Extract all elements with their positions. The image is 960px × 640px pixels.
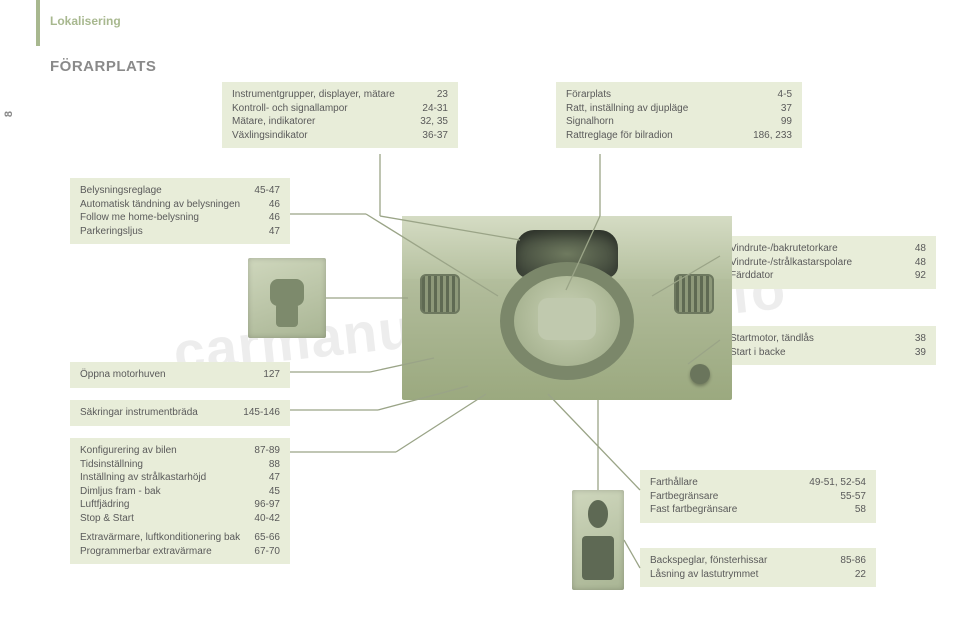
inset-door-handle [248, 258, 326, 338]
box-instrument: Instrumentgrupper, displayer, mätare23 K… [222, 82, 458, 148]
key-fob-icon [276, 303, 298, 327]
mirror-dial-icon [588, 500, 609, 528]
box-sakringar: Säkringar instrumentbräda145-146 [70, 400, 290, 426]
wheel-hub-icon [538, 298, 596, 340]
inset-window-switch [572, 490, 624, 590]
box-backspeglar: Backspeglar, fönsterhissar85-86 Låsning … [640, 548, 876, 587]
box-start: Startmotor, tändlås38 Start i backe39 [720, 326, 936, 365]
page-title: FÖRARPLATS [50, 58, 156, 75]
box-vindrute: Vindrute-/bakrutetorkare48 Vindrute-/str… [720, 236, 936, 289]
air-vent-right-icon [674, 274, 714, 314]
steering-wheel-icon [500, 262, 634, 380]
section-accent-bar [36, 0, 40, 46]
box-konfig: Konfigurering av bilen87-89 Tidsinställn… [70, 438, 290, 564]
door-handle-icon [270, 279, 304, 306]
box-farthallare: Farthållare49-51, 52-54 Fartbegränsare55… [640, 470, 876, 523]
box-forarplats: Förarplats4-5 Ratt, inställning av djupl… [556, 82, 802, 148]
gear-knob-icon [690, 364, 710, 384]
section-label: Lokalisering [50, 14, 121, 28]
page-number: 8 [3, 111, 15, 117]
dashboard-illustration [402, 216, 732, 400]
air-vent-left-icon [420, 274, 460, 314]
window-switch-icon [582, 536, 613, 580]
box-belysning: Belysningsreglage45-47 Automatisk tändni… [70, 178, 290, 244]
box-motorhuv: Öppna motorhuven127 [70, 362, 290, 388]
